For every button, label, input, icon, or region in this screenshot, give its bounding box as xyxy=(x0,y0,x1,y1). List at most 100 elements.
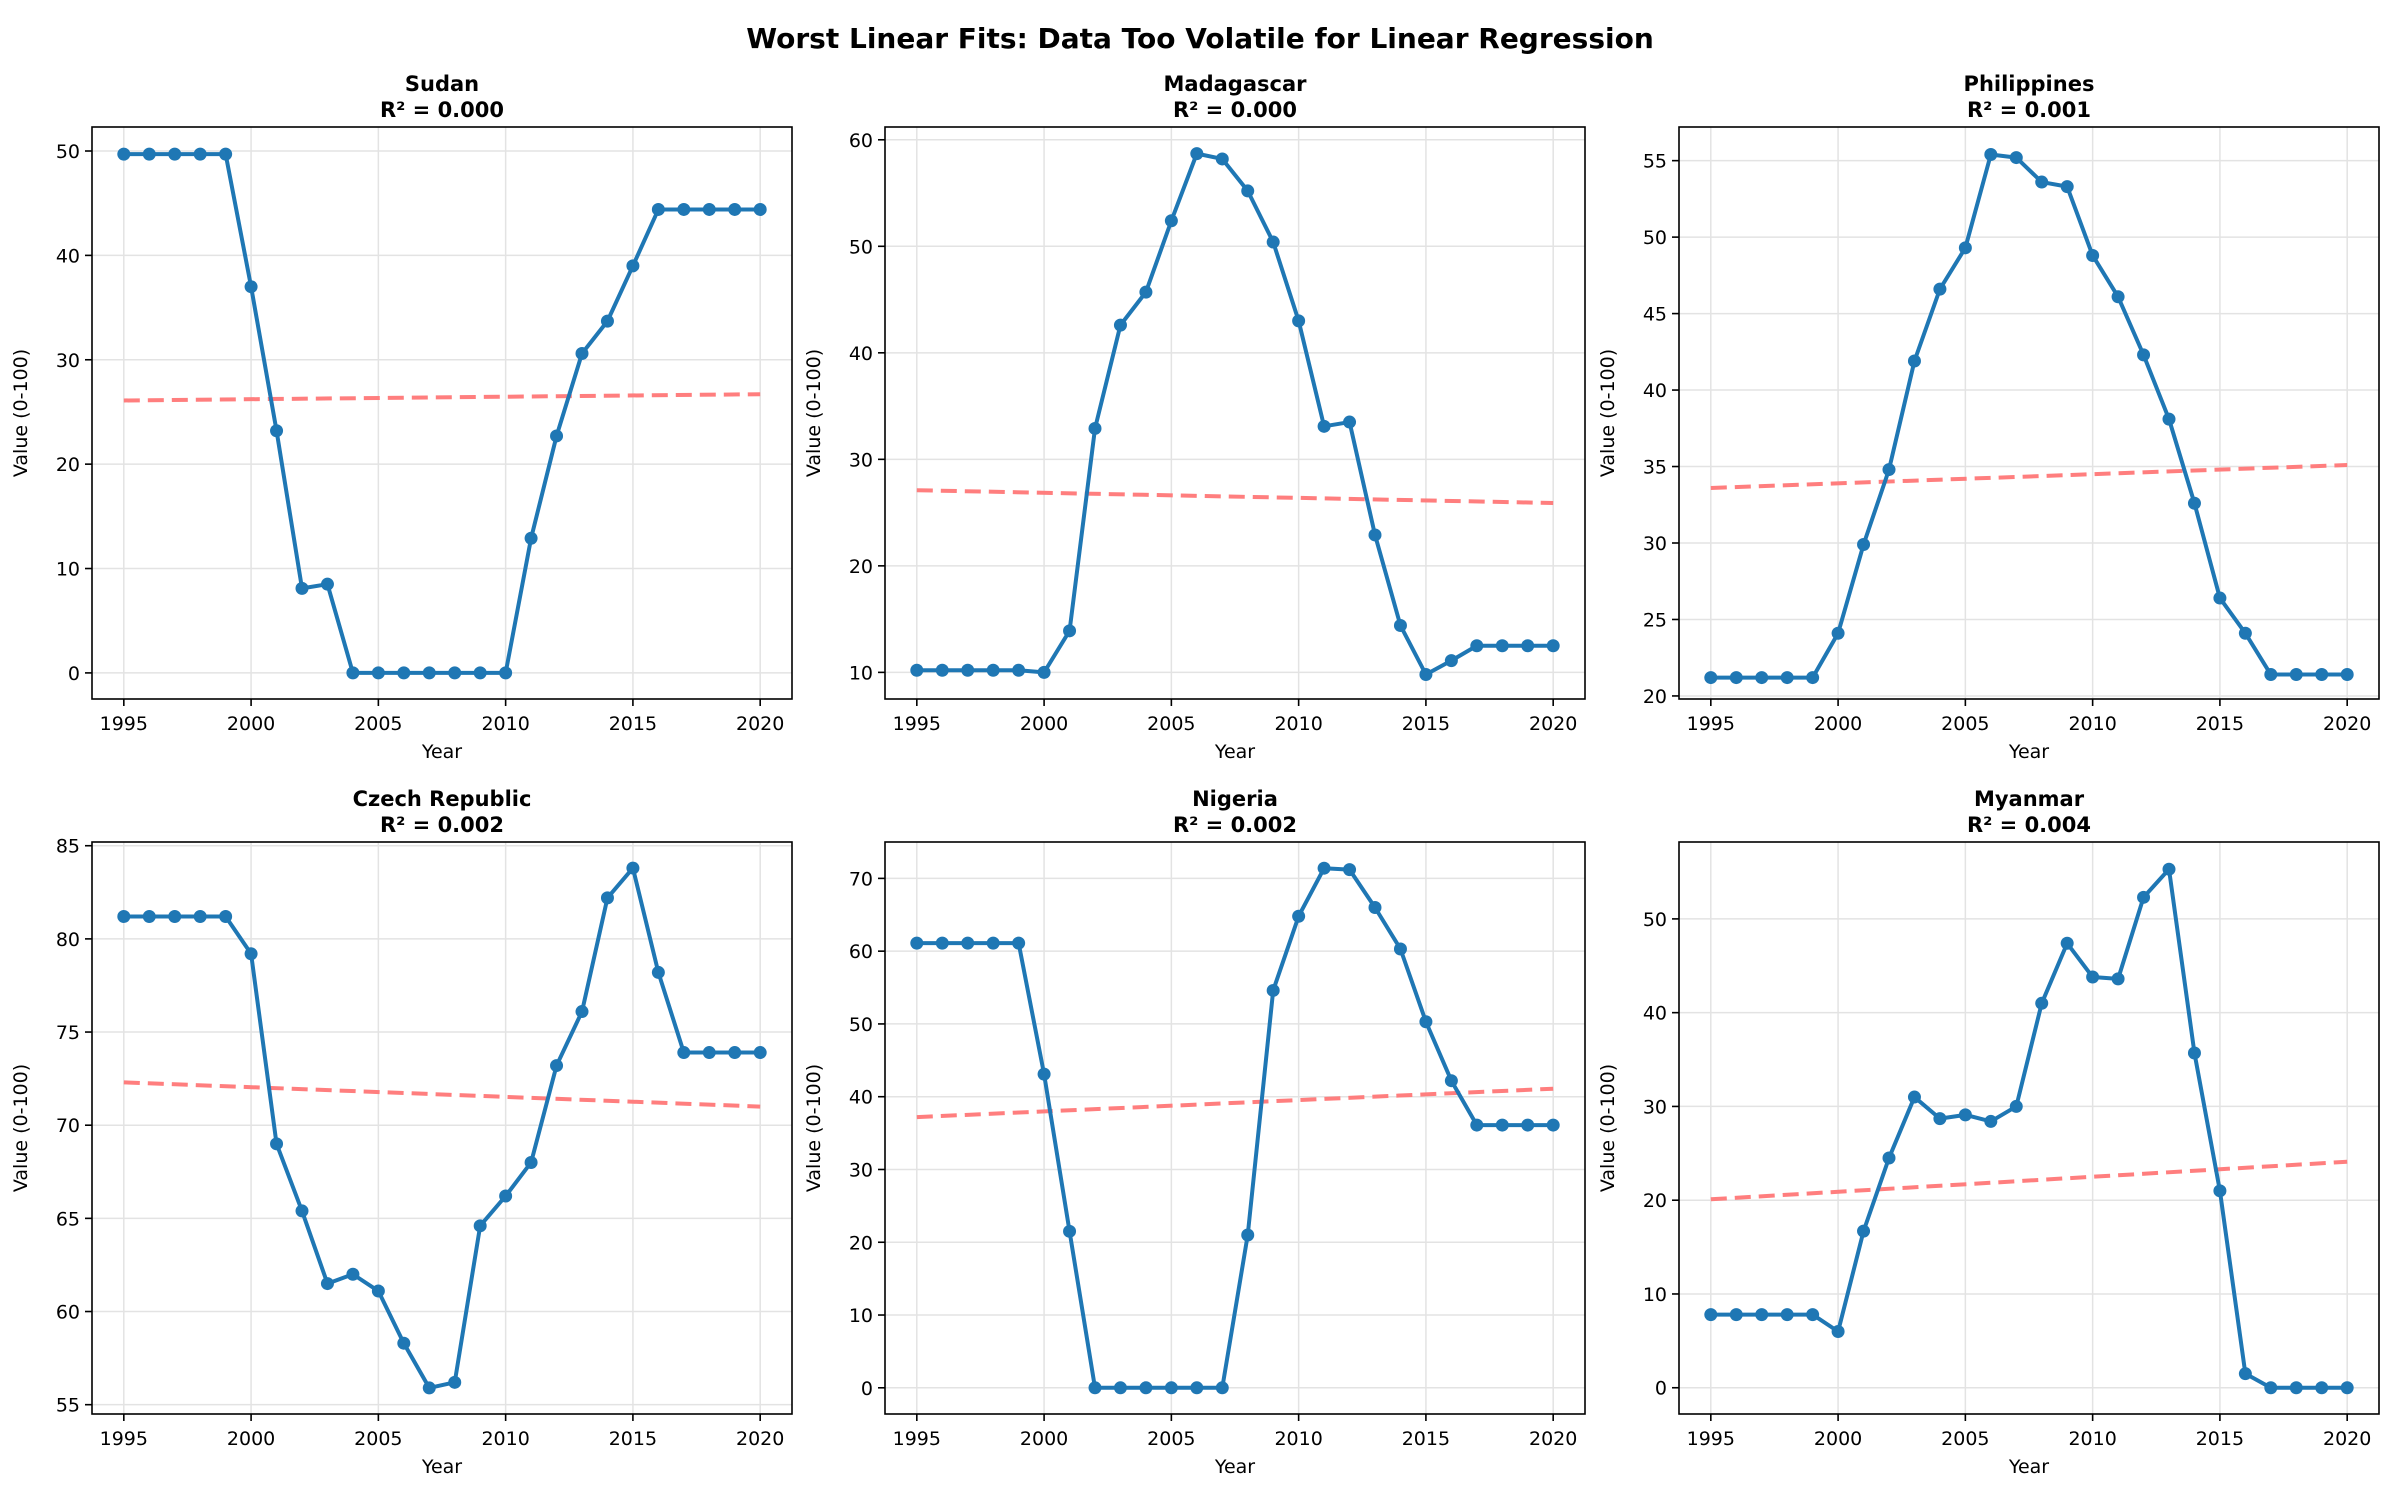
data-point xyxy=(677,1046,691,1060)
data-point xyxy=(2315,668,2329,682)
data-point xyxy=(142,910,156,924)
x-tick-label: 2005 xyxy=(354,713,402,735)
data-point xyxy=(1368,900,1382,914)
panel-nigeria: 1995 2000 2005 2010 2015 2020 0 10 20 30 40 50 60 70 Y… xyxy=(803,787,1586,1478)
data-point xyxy=(2060,936,2074,950)
data-point xyxy=(1704,671,1718,685)
data-point xyxy=(1343,863,1357,877)
x-tick-label: 2020 xyxy=(1529,713,1577,735)
data-point xyxy=(473,1219,487,1233)
data-point xyxy=(2035,996,2049,1010)
data-point xyxy=(473,666,487,680)
x-tick-label: 2000 xyxy=(1020,713,1068,735)
y-tick-label: 55 xyxy=(1643,151,1667,173)
data-point xyxy=(1470,639,1484,653)
y-tick-label: 20 xyxy=(56,454,80,476)
data-point xyxy=(2162,412,2176,426)
x-tick-label: 1995 xyxy=(100,1428,148,1450)
data-point xyxy=(1984,1114,1998,1128)
data-point xyxy=(193,147,207,161)
panel-title: Nigeria xyxy=(1192,787,1278,811)
linear-fit-line xyxy=(1710,463,2348,490)
y-tick-label: 30 xyxy=(1643,533,1667,555)
data-point xyxy=(168,910,182,924)
data-point xyxy=(2238,626,2252,640)
x-tick-label: 2015 xyxy=(1402,1428,1450,1450)
data-point xyxy=(295,581,309,595)
data-point xyxy=(1215,1381,1229,1395)
series-line xyxy=(1710,152,2348,680)
x-tick-label: 1995 xyxy=(1687,713,1735,735)
data-point xyxy=(1907,354,1921,368)
data-point xyxy=(1241,184,1255,198)
data-point xyxy=(2187,1046,2201,1060)
x-tick-label: 2010 xyxy=(2068,1428,2116,1450)
data-point xyxy=(397,1336,411,1350)
x-tick-label: 2015 xyxy=(609,1428,657,1450)
panel-myanmar: 1995 2000 2005 2010 2015 2020 0 10 20 30 40 50 Year V… xyxy=(1597,787,2380,1478)
data-point xyxy=(2340,668,2354,682)
data-point xyxy=(1419,668,1433,682)
series-line xyxy=(1710,867,2348,1390)
x-axis-label: Year xyxy=(2008,741,2049,763)
x-tick-label: 2005 xyxy=(354,1428,402,1450)
data-point xyxy=(626,259,640,273)
data-point xyxy=(753,202,767,216)
data-point xyxy=(651,965,665,979)
data-point xyxy=(1521,1118,1535,1132)
plot-frame xyxy=(91,841,793,1415)
y-tick-label: 50 xyxy=(849,236,873,258)
x-tick-label: 2020 xyxy=(2323,1428,2371,1450)
data-point xyxy=(1704,1308,1718,1322)
y-tick-label: 70 xyxy=(849,868,873,890)
data-point xyxy=(1780,671,1794,685)
data-point xyxy=(1037,1067,1051,1081)
panel-title: Myanmar xyxy=(1974,787,2085,811)
data-point xyxy=(117,910,131,924)
y-axis-label: Value (0-100) xyxy=(803,349,825,477)
y-tick-label: 20 xyxy=(1643,1190,1667,1212)
y-tick-label: 35 xyxy=(1643,457,1667,479)
data-point xyxy=(346,666,360,680)
y-tick-label: 60 xyxy=(56,1302,80,1324)
r-squared-label: R² = 0.000 xyxy=(1173,98,1297,122)
data-point xyxy=(270,1137,284,1151)
data-point xyxy=(1780,1308,1794,1322)
data-point xyxy=(2162,862,2176,876)
x-tick-label: 1995 xyxy=(100,713,148,735)
data-point xyxy=(1266,235,1280,249)
data-point xyxy=(1521,639,1535,653)
data-point xyxy=(1164,214,1178,228)
data-point xyxy=(2086,248,2100,262)
data-point xyxy=(1190,147,1204,161)
data-point xyxy=(2315,1381,2329,1395)
data-point xyxy=(320,577,334,591)
series-line xyxy=(916,866,1554,1390)
r-squared-label: R² = 0.001 xyxy=(1967,98,2091,122)
data-point xyxy=(1546,1118,1560,1132)
plot-frame xyxy=(91,126,793,700)
plot-frame xyxy=(1678,126,2380,700)
data-point xyxy=(1012,936,1026,950)
x-tick-label: 2010 xyxy=(2068,713,2116,735)
data-point xyxy=(193,910,207,924)
y-tick-label: 10 xyxy=(849,662,873,684)
data-point xyxy=(1806,671,1820,685)
y-tick-label: 30 xyxy=(849,449,873,471)
data-point xyxy=(2238,1367,2252,1381)
y-tick-label: 30 xyxy=(1643,1096,1667,1118)
y-tick-label: 10 xyxy=(56,559,80,581)
x-tick-label: 2005 xyxy=(1147,1428,1195,1450)
data-point xyxy=(1546,639,1560,653)
data-point xyxy=(2060,180,2074,194)
panel-czech-republic: 1995 2000 2005 2010 2015 2020 55 60 65 70 75 80 85 Ye… xyxy=(10,787,793,1478)
y-axis-label: Value (0-100) xyxy=(10,1064,32,1192)
data-point xyxy=(2009,151,2023,165)
data-point xyxy=(142,147,156,161)
data-point xyxy=(1984,148,1998,162)
data-point xyxy=(499,666,513,680)
data-point xyxy=(550,1059,564,1073)
data-point xyxy=(1831,1324,1845,1338)
x-tick-label: 2010 xyxy=(1274,1428,1322,1450)
data-point xyxy=(2264,668,2278,682)
